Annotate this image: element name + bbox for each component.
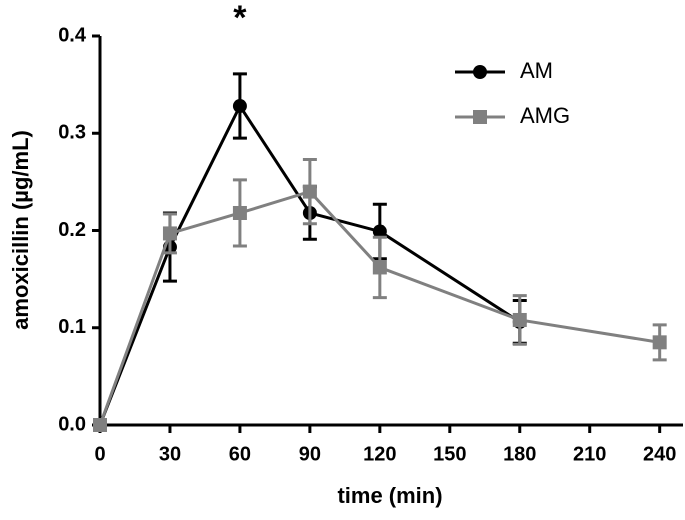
x-tick-label: 210 bbox=[573, 443, 606, 465]
series-line bbox=[98, 103, 521, 426]
marker bbox=[512, 312, 527, 327]
marker bbox=[372, 224, 387, 239]
y-tick-label: 0.3 bbox=[58, 122, 86, 144]
x-tick-label: 90 bbox=[299, 443, 321, 465]
marker bbox=[372, 260, 387, 275]
marker bbox=[232, 205, 247, 220]
x-axis-title: time (min) bbox=[337, 483, 442, 508]
legend-label: AM bbox=[520, 58, 553, 83]
legend-marker bbox=[473, 65, 487, 79]
legend-label: AMG bbox=[520, 103, 570, 128]
marker bbox=[302, 184, 317, 199]
x-tick-label: 240 bbox=[643, 443, 676, 465]
marker bbox=[93, 418, 107, 432]
x-tick-label: 30 bbox=[159, 443, 181, 465]
x-tick-label: 150 bbox=[433, 443, 466, 465]
marker bbox=[162, 226, 177, 241]
y-tick-label: 0.1 bbox=[58, 316, 86, 338]
x-tick-label: 180 bbox=[503, 443, 536, 465]
y-tick-label: 0.2 bbox=[58, 219, 86, 241]
marker bbox=[652, 335, 667, 350]
x-tick-label: 0 bbox=[94, 443, 105, 465]
annotation: * bbox=[233, 0, 247, 37]
legend-marker bbox=[473, 110, 487, 124]
marker bbox=[232, 99, 247, 114]
y-axis-title: amoxicillin (µg/mL) bbox=[8, 130, 33, 330]
x-tick-label: 120 bbox=[363, 443, 396, 465]
y-tick-label: 0.4 bbox=[58, 24, 87, 46]
y-tick-label: 0.0 bbox=[58, 413, 86, 435]
x-tick-label: 60 bbox=[229, 443, 251, 465]
